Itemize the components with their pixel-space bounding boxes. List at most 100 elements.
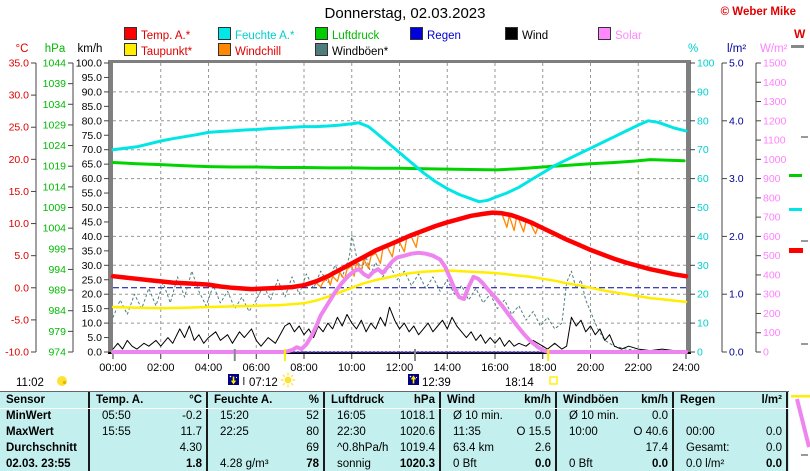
y-tick-label-solar: 500	[763, 250, 781, 262]
y-tick-label-pressure: 1034	[43, 99, 67, 111]
moonrise-time: 11:02	[16, 377, 44, 389]
y-tick-label-wind: 45.0	[82, 216, 103, 228]
y-tick-label-solar: 900	[763, 173, 781, 185]
x-tick-label: 06:00	[242, 362, 270, 374]
table-col-unit: km/h	[524, 394, 551, 406]
legend-label: Taupunkt*	[141, 46, 193, 58]
y-tick-label-humidity: 70	[697, 144, 709, 156]
y-tick-label-humidity: 30	[697, 260, 709, 272]
sunset-time: 18:14	[505, 377, 534, 389]
x-tick-label: 04:00	[195, 362, 223, 374]
legend-item-luftdruck: Luftdruck	[315, 27, 380, 42]
table-cell-text: 22:25	[220, 426, 249, 438]
axis-unit-solar: W/m²	[760, 43, 788, 55]
table-cell-text: Gesamt:	[686, 442, 730, 454]
sun-icon	[284, 376, 292, 384]
table-row-label: Sensor	[6, 394, 45, 406]
y-tick-label-wind: 70.0	[82, 144, 103, 156]
legend-item-solar: Solar	[598, 27, 642, 42]
y-tick-label-temperature: 25.0	[9, 122, 30, 134]
table-col-header: Wind	[447, 394, 475, 406]
series-windboeen	[112, 234, 687, 352]
legend-item-feuchtea: Feuchte A.*	[218, 27, 295, 42]
y-tick-label-solar: 1000	[763, 154, 787, 166]
table-cell-value: 0.0	[766, 442, 782, 454]
stats-table: Sensor MinWert MaxWert Durchschnitt 02.03. 2…	[0, 391, 789, 471]
copyright: © Weber Mike	[720, 6, 796, 18]
legend-label: Feuchte A.*	[235, 30, 295, 42]
table-cell-value: 0.0	[652, 458, 668, 470]
table-col-header: Luftdruck	[331, 394, 385, 406]
table-cell-value: 0.0	[766, 426, 782, 438]
y-tick-label-humidity: 60	[697, 173, 709, 185]
sun-icon-ray	[290, 382, 294, 386]
y-tick-label-temperature: 0.0	[14, 282, 29, 294]
y-tick-label-pressure: 1029	[43, 119, 67, 131]
right-edge-pink-line	[795, 398, 810, 448]
legend-swatch-icon	[410, 27, 423, 40]
legend-item-regen: Regen	[410, 27, 461, 42]
sunrise-icon-star	[235, 376, 238, 379]
legend-swatch-icon	[124, 27, 137, 40]
sun-icon-ray	[282, 374, 286, 378]
table-cell-value: O 15.5	[516, 426, 551, 438]
table-row-label: MaxWert	[6, 426, 54, 438]
y-tick-label-wind: 80.0	[82, 115, 103, 127]
y-tick-label-wind: 90.0	[82, 86, 103, 98]
noon-icon-star	[415, 376, 418, 379]
y-tick-label-wind: 75.0	[82, 130, 103, 142]
table-cell-text: 15:55	[102, 426, 131, 438]
sunrise-icon-star	[229, 375, 232, 378]
right-edge-pressure-mark	[789, 174, 802, 177]
y-tick-label-solar: 400	[763, 269, 781, 281]
legend-label: Windchill	[235, 46, 282, 58]
series-feuchte	[111, 119, 688, 204]
y-tick-label-humidity: 20	[697, 289, 709, 301]
y-tick-label-solar: 1200	[763, 115, 787, 127]
y-tick-label-rain: 1.0	[729, 289, 744, 301]
noon-icon-star	[409, 375, 412, 378]
y-tick-label-temperature: -5.0	[11, 314, 29, 326]
right-edge-tick	[801, 240, 808, 242]
y-tick-label-wind: 10.0	[82, 318, 103, 330]
table-cell-text: Ø 10 min.	[453, 410, 503, 422]
sunrise-time: 07:12	[249, 377, 278, 389]
sunrise-icon-arrowhead	[230, 380, 237, 385]
table-cell-value: 69	[306, 442, 319, 454]
table-cell-value: 1019.4	[399, 442, 435, 454]
legend-swatch-icon	[505, 27, 518, 40]
y-tick-label-pressure: 974	[48, 347, 66, 359]
y-tick-label-solar: 600	[763, 231, 781, 243]
y-tick-label-humidity: 100	[697, 58, 715, 70]
y-tick-label-solar: 1400	[763, 77, 787, 89]
table-cell-text: sonnig	[337, 458, 371, 470]
legend-label: Wind	[522, 30, 549, 42]
right-edge-gray-dash	[791, 45, 804, 48]
table-cell-value: 1020.3	[399, 458, 435, 470]
table-cell-text: 16:05	[337, 410, 366, 422]
y-tick-label-humidity: 10	[697, 318, 709, 330]
table-row-label: MinWert	[6, 410, 52, 422]
legend-label: Luftdruck	[332, 30, 380, 42]
legend-label: Solar	[615, 30, 642, 42]
y-tick-label-solar: 1300	[763, 96, 787, 108]
table-col-header: Windböen	[563, 394, 619, 406]
table-cell-text: 63.4 km	[453, 442, 494, 454]
y-tick-label-solar: 800	[763, 192, 781, 204]
table-cell-text: 22:30	[337, 426, 366, 438]
table-cell-text: 10:00	[569, 426, 598, 438]
table-divider	[555, 392, 557, 471]
y-tick-label-wind: 95.0	[82, 72, 103, 84]
table-cell-value: 0.0	[766, 458, 782, 470]
table-cell-value: 0.0	[535, 458, 551, 470]
table-col-unit: %	[308, 394, 319, 406]
y-tick-label-wind: 20.0	[82, 289, 103, 301]
noon-icon	[408, 374, 419, 385]
right-edge-partial-label: W	[794, 27, 806, 41]
table-header-underline	[0, 408, 789, 409]
table-cell-value: 1.8	[186, 458, 202, 470]
x-tick-label: 12:00	[386, 362, 414, 374]
table-cell-text: 05:50	[102, 410, 131, 422]
y-tick-label-pressure: 1039	[43, 78, 67, 90]
